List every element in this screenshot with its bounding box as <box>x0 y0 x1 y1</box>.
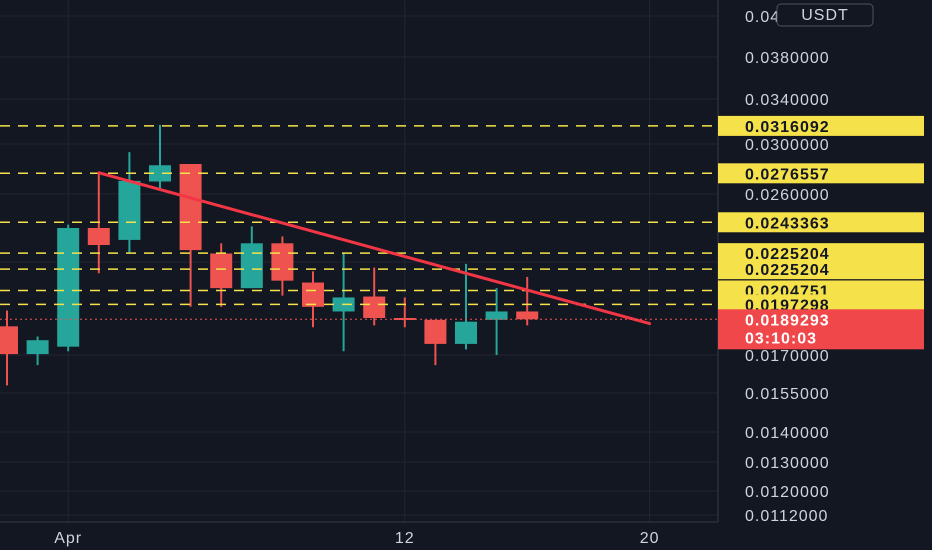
currency-badge[interactable]: USDT <box>776 3 874 27</box>
price-tick-label: 0.0140000 <box>745 425 830 442</box>
price-tick-label: 0.0120000 <box>745 484 830 501</box>
candle-body <box>0 326 18 355</box>
candle-body <box>302 282 324 307</box>
time-tick-label: Apr <box>54 530 82 547</box>
candle-14[interactable] <box>424 319 447 366</box>
candle-6[interactable] <box>179 164 202 307</box>
time-axis[interactable]: Apr 12 20 <box>54 530 659 547</box>
bar-countdown: 03:10:03 <box>745 330 817 347</box>
price-tick-label: 0.0340000 <box>745 92 830 109</box>
candle-body <box>149 165 171 182</box>
horizontal-levels[interactable]: 0.03160920.02765570.02433630.02252040.02… <box>0 115 924 315</box>
candle-body <box>26 340 49 355</box>
candle-16[interactable] <box>485 288 508 355</box>
candle-body <box>516 311 539 320</box>
candle-12[interactable] <box>363 267 386 326</box>
level-tag <box>718 163 924 184</box>
price-tick-label: 0.0300000 <box>745 137 830 154</box>
candle-body <box>87 228 110 245</box>
candle-body <box>179 164 202 251</box>
level-tag <box>718 212 924 233</box>
price-tick-label: 0.0170000 <box>745 348 830 365</box>
candle-body <box>271 243 294 281</box>
price-tick-label: 0.0112000 <box>745 508 828 525</box>
trendline[interactable] <box>97 171 652 326</box>
candle-body <box>485 311 508 320</box>
candles[interactable] <box>0 124 539 386</box>
candle-body <box>210 253 233 289</box>
level-tag-value: 0.0243363 <box>745 215 830 232</box>
candle-4[interactable] <box>118 152 141 254</box>
current-price-value: 0.0189293 <box>745 312 830 329</box>
time-tick-label: 20 <box>640 530 660 547</box>
level-0[interactable]: 0.0316092 <box>0 115 924 136</box>
candle-1[interactable] <box>26 336 49 366</box>
level-2[interactable]: 0.0243363 <box>0 212 924 233</box>
level-tag <box>718 115 924 136</box>
currency-label: USDT <box>801 7 849 24</box>
candle-body <box>363 296 386 318</box>
price-tick-label: 0.0130000 <box>745 455 830 472</box>
candle-body <box>424 319 447 344</box>
level-tag-value: 0.0225204 <box>745 246 830 263</box>
candle-2[interactable] <box>57 224 80 352</box>
price-tick-label: 0.0260000 <box>745 187 830 204</box>
level-1[interactable]: 0.0276557 <box>0 163 924 184</box>
current-price-tag <box>718 309 924 350</box>
price-tick-label: 0.0155000 <box>745 386 830 403</box>
candle-8[interactable] <box>240 226 263 289</box>
candle-body <box>118 180 141 240</box>
level-4[interactable]: 0.0225204 <box>0 259 924 280</box>
candle-15[interactable] <box>455 263 477 350</box>
level-3[interactable]: 0.0225204 <box>0 243 924 264</box>
currency-badge-bg <box>776 3 874 27</box>
candle-13[interactable] <box>393 297 416 328</box>
level-tag <box>718 259 924 280</box>
price-tick-label: 0.0380000 <box>745 50 830 67</box>
level-tag-value: 0.0316092 <box>745 119 830 136</box>
candle-5[interactable] <box>149 124 171 191</box>
candle-body <box>240 243 263 289</box>
candle-body <box>393 318 416 320</box>
level-tag-value: 0.0276557 <box>745 166 830 183</box>
time-tick-label: 12 <box>395 530 415 547</box>
candle-body <box>455 321 477 344</box>
trendline-group[interactable] <box>97 171 652 326</box>
level-tag <box>718 243 924 264</box>
candle-17[interactable] <box>516 276 539 326</box>
candle-10[interactable] <box>302 271 324 328</box>
level-tag-value: 0.0225204 <box>745 262 830 279</box>
candle-0[interactable] <box>0 310 18 386</box>
candle-body <box>57 228 80 347</box>
